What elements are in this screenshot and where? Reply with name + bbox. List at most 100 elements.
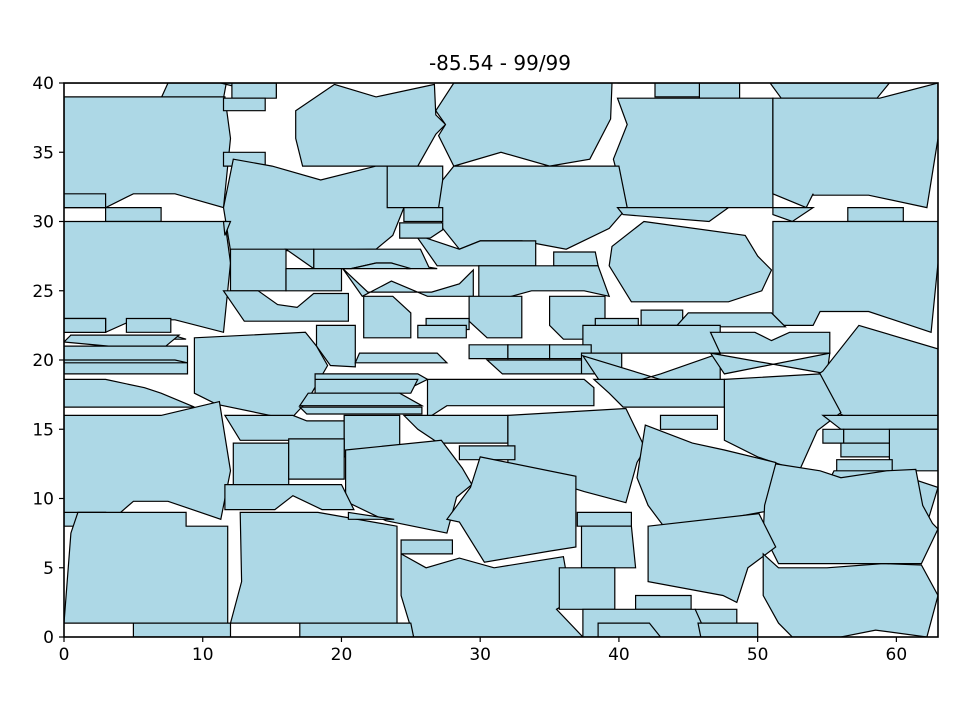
polygon-piece-1: [64, 83, 227, 99]
polygon-piece-88: [888, 428, 938, 472]
y-tick-label: 30: [32, 213, 54, 233]
polygon-piece-104: [762, 552, 938, 637]
polygon-piece-43: [64, 317, 107, 333]
polygon-piece-15: [386, 165, 444, 209]
polygon-piece-96: [229, 511, 398, 624]
polygon-piece-52: [582, 324, 721, 354]
polygon-piece-111: [597, 622, 662, 637]
polygon-piece-58: [354, 352, 449, 364]
polygon-piece-21: [847, 207, 904, 223]
polygon-piece-5: [222, 97, 266, 112]
polygon-piece-19: [616, 207, 731, 223]
polygon-piece-95: [64, 511, 229, 624]
x-tick-label: 0: [59, 645, 70, 665]
polygon-piece-37: [468, 295, 523, 339]
y-tick-label: 5: [43, 559, 54, 579]
polygon-piece-61: [64, 359, 188, 364]
x-tick-label: 40: [608, 645, 630, 665]
polygon-piece-59: [485, 359, 592, 375]
polygon-piece-26: [416, 237, 537, 267]
polygon-piece-6: [295, 83, 447, 167]
polygon-piece-47: [674, 312, 787, 328]
polygon-piece-105: [634, 594, 692, 610]
polygon-piece-63: [709, 352, 831, 375]
y-tick-label: 35: [32, 143, 54, 163]
polygon-piece-100: [647, 513, 777, 604]
polygon-piece-102: [400, 552, 584, 637]
polygon-piece-3: [64, 96, 232, 209]
polygon-piece-23: [64, 220, 232, 334]
polygon-piece-101: [400, 539, 453, 555]
polygon-piece-18: [104, 207, 162, 223]
x-tick-label: 10: [192, 645, 214, 665]
polygon-piece-29: [229, 248, 287, 292]
polygon-piece-4: [231, 83, 277, 99]
polygon-piece-41: [417, 324, 467, 339]
polygon-piece-32: [553, 251, 599, 267]
polygon-piece-68: [592, 378, 726, 408]
x-tick-label: 60: [886, 645, 908, 665]
polygon-piece-110: [299, 622, 415, 637]
y-tick-label: 15: [32, 420, 54, 440]
polygon-piece-14: [222, 158, 405, 252]
polygon-piece-74: [223, 414, 345, 441]
polygon-piece-93: [762, 463, 938, 565]
polygon-piece-55: [507, 344, 551, 360]
polygon-piece-71: [298, 406, 423, 415]
x-axis: 0 10 20 30 40 50 60: [59, 637, 908, 665]
x-tick-label: 20: [331, 645, 353, 665]
polygon-piece-11: [612, 97, 774, 209]
polygon-piece-28: [772, 220, 938, 334]
y-tick-label: 25: [32, 282, 54, 302]
polygon-piece-91: [445, 456, 577, 563]
y-tick-label: 20: [32, 351, 54, 371]
polygon-piece-78: [659, 414, 719, 430]
polygon-piece-17: [64, 193, 107, 209]
polygon-piece-99: [580, 525, 637, 569]
polygon-piece-31: [284, 248, 343, 292]
polygon-piece-108: [697, 622, 759, 637]
y-tick-label: 40: [32, 74, 54, 94]
polygon-piece-10: [769, 83, 891, 99]
polygon-piece-82: [232, 442, 290, 487]
polygon-piece-53: [709, 331, 831, 354]
polygon-piece-7: [435, 83, 613, 167]
polygon-piece-35: [478, 265, 611, 300]
polygon-piece-22: [403, 207, 444, 223]
polygon-piece-24: [222, 220, 232, 236]
y-axis: 0 5 10 15 20 25 30 35 40: [32, 74, 64, 648]
polygon-piece-9: [654, 83, 701, 98]
polygon-piece-84: [345, 439, 473, 534]
y-tick-label: 0: [43, 628, 54, 648]
polygon-piece-72: [723, 373, 842, 472]
polygon-piece-83: [288, 438, 345, 480]
polygon-layer: [64, 83, 938, 637]
polygon-piece-67: [314, 378, 419, 394]
polygon-piece-73: [64, 400, 232, 521]
polygon-piece-66: [426, 378, 595, 420]
polygon-piece-25: [399, 222, 444, 239]
polygon-piece-80: [822, 428, 845, 444]
polygon-piece-97: [347, 511, 395, 520]
y-tick-label: 10: [32, 490, 54, 510]
polygon-piece-27: [608, 220, 773, 303]
x-tick-label: 30: [469, 645, 491, 665]
polygon-piece-70: [298, 392, 425, 407]
polygon-piece-103: [558, 567, 616, 610]
polygon-piece-12: [772, 83, 938, 209]
polygon-piece-76: [402, 414, 509, 444]
polygon-piece-98: [576, 511, 633, 527]
polygon-piece-54: [468, 344, 509, 360]
polygon-piece-33: [341, 262, 411, 270]
polygon-piece-44: [125, 317, 172, 333]
polygon-piece-45: [640, 309, 684, 326]
polygon-piece-36: [222, 290, 349, 322]
polygon-piece-34: [342, 268, 474, 298]
polygon-piece-39: [363, 295, 412, 339]
polygon-piece-16: [437, 165, 628, 250]
polygon-piece-69: [64, 378, 195, 408]
polygon-piece-87: [458, 445, 516, 461]
chart-title: -85.54 - 99/99: [429, 51, 571, 75]
polygon-piece-79: [821, 414, 938, 430]
